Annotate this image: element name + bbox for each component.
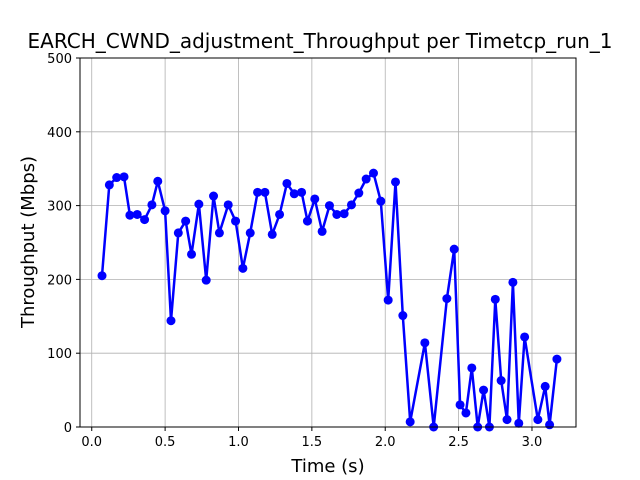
data-point — [104, 180, 114, 190]
data-point — [398, 311, 408, 321]
data-point — [267, 229, 277, 239]
y-tick-label: 400 — [47, 126, 72, 141]
data-point — [391, 177, 401, 187]
data-point — [496, 376, 506, 386]
data-point — [112, 173, 122, 183]
data-point — [245, 228, 255, 238]
data-point — [160, 206, 170, 216]
data-point — [442, 294, 452, 304]
x-tick-label: 1.5 — [302, 435, 323, 450]
data-point — [332, 209, 342, 219]
throughput-line — [100, 171, 559, 429]
y-tick-label: 0 — [64, 421, 72, 436]
data-point — [201, 275, 211, 285]
data-point — [260, 187, 270, 197]
y-axis-label: Throughput (Mbps) — [18, 156, 39, 329]
data-point — [119, 172, 129, 182]
x-tick-label: 1.0 — [228, 435, 249, 450]
data-point — [275, 209, 285, 219]
data-point — [310, 194, 320, 204]
data-point — [339, 209, 349, 219]
data-point — [420, 338, 430, 348]
data-point — [253, 187, 263, 197]
data-point — [238, 263, 248, 273]
series-line — [100, 171, 559, 429]
data-point — [368, 168, 378, 178]
x-tick-label: 0.0 — [81, 435, 102, 450]
data-point — [153, 176, 163, 186]
axis-ticks: 0.0 0.5 1.0 1.5 2.0 2.5 3.0 0 100 200 300 400 500 — [47, 52, 542, 450]
chart-title: EARCH_CWND_adjustment_Throughput per Tim… — [28, 29, 613, 53]
data-point — [282, 178, 292, 188]
data-point — [297, 187, 307, 197]
y-tick-label: 300 — [47, 200, 72, 215]
x-tick-label: 2.0 — [375, 435, 396, 450]
data-point — [223, 200, 233, 210]
data-point — [455, 400, 465, 410]
data-point — [354, 188, 364, 198]
data-point — [552, 354, 562, 364]
data-point — [545, 420, 555, 430]
data-point — [376, 196, 386, 206]
y-tick-label: 500 — [47, 52, 72, 67]
data-point — [508, 277, 518, 287]
data-point — [214, 228, 224, 238]
x-tick-label: 2.5 — [448, 435, 469, 450]
data-point — [97, 271, 107, 281]
data-point — [520, 332, 530, 342]
data-point — [140, 215, 150, 225]
data-point — [187, 249, 197, 259]
data-point — [461, 408, 471, 418]
data-point — [302, 216, 312, 226]
data-point — [317, 226, 327, 236]
data-point — [449, 244, 459, 254]
y-tick-label: 200 — [47, 273, 72, 288]
data-point — [181, 216, 191, 226]
data-point — [540, 381, 550, 391]
data-point — [467, 363, 477, 373]
x-tick-label: 3.0 — [522, 435, 543, 450]
data-point — [132, 209, 142, 219]
data-point — [502, 415, 512, 425]
data-point — [289, 189, 299, 199]
data-point — [514, 418, 524, 428]
data-point — [173, 228, 183, 238]
data-point — [194, 199, 204, 209]
data-point — [324, 201, 334, 211]
data-point — [209, 191, 219, 201]
x-axis-label: Time (s) — [290, 456, 364, 477]
data-point — [490, 294, 500, 304]
data-point — [125, 210, 135, 220]
y-tick-label: 100 — [47, 347, 72, 362]
data-point — [383, 295, 393, 305]
data-point — [361, 174, 371, 184]
data-point — [231, 216, 241, 226]
data-point — [346, 200, 356, 210]
data-point — [405, 417, 415, 427]
data-point — [479, 385, 489, 395]
series-points — [97, 168, 562, 432]
x-tick-label: 0.5 — [155, 435, 176, 450]
plot-frame — [79, 57, 577, 428]
data-point — [166, 316, 176, 326]
data-point — [533, 415, 543, 425]
data-point — [147, 200, 157, 210]
